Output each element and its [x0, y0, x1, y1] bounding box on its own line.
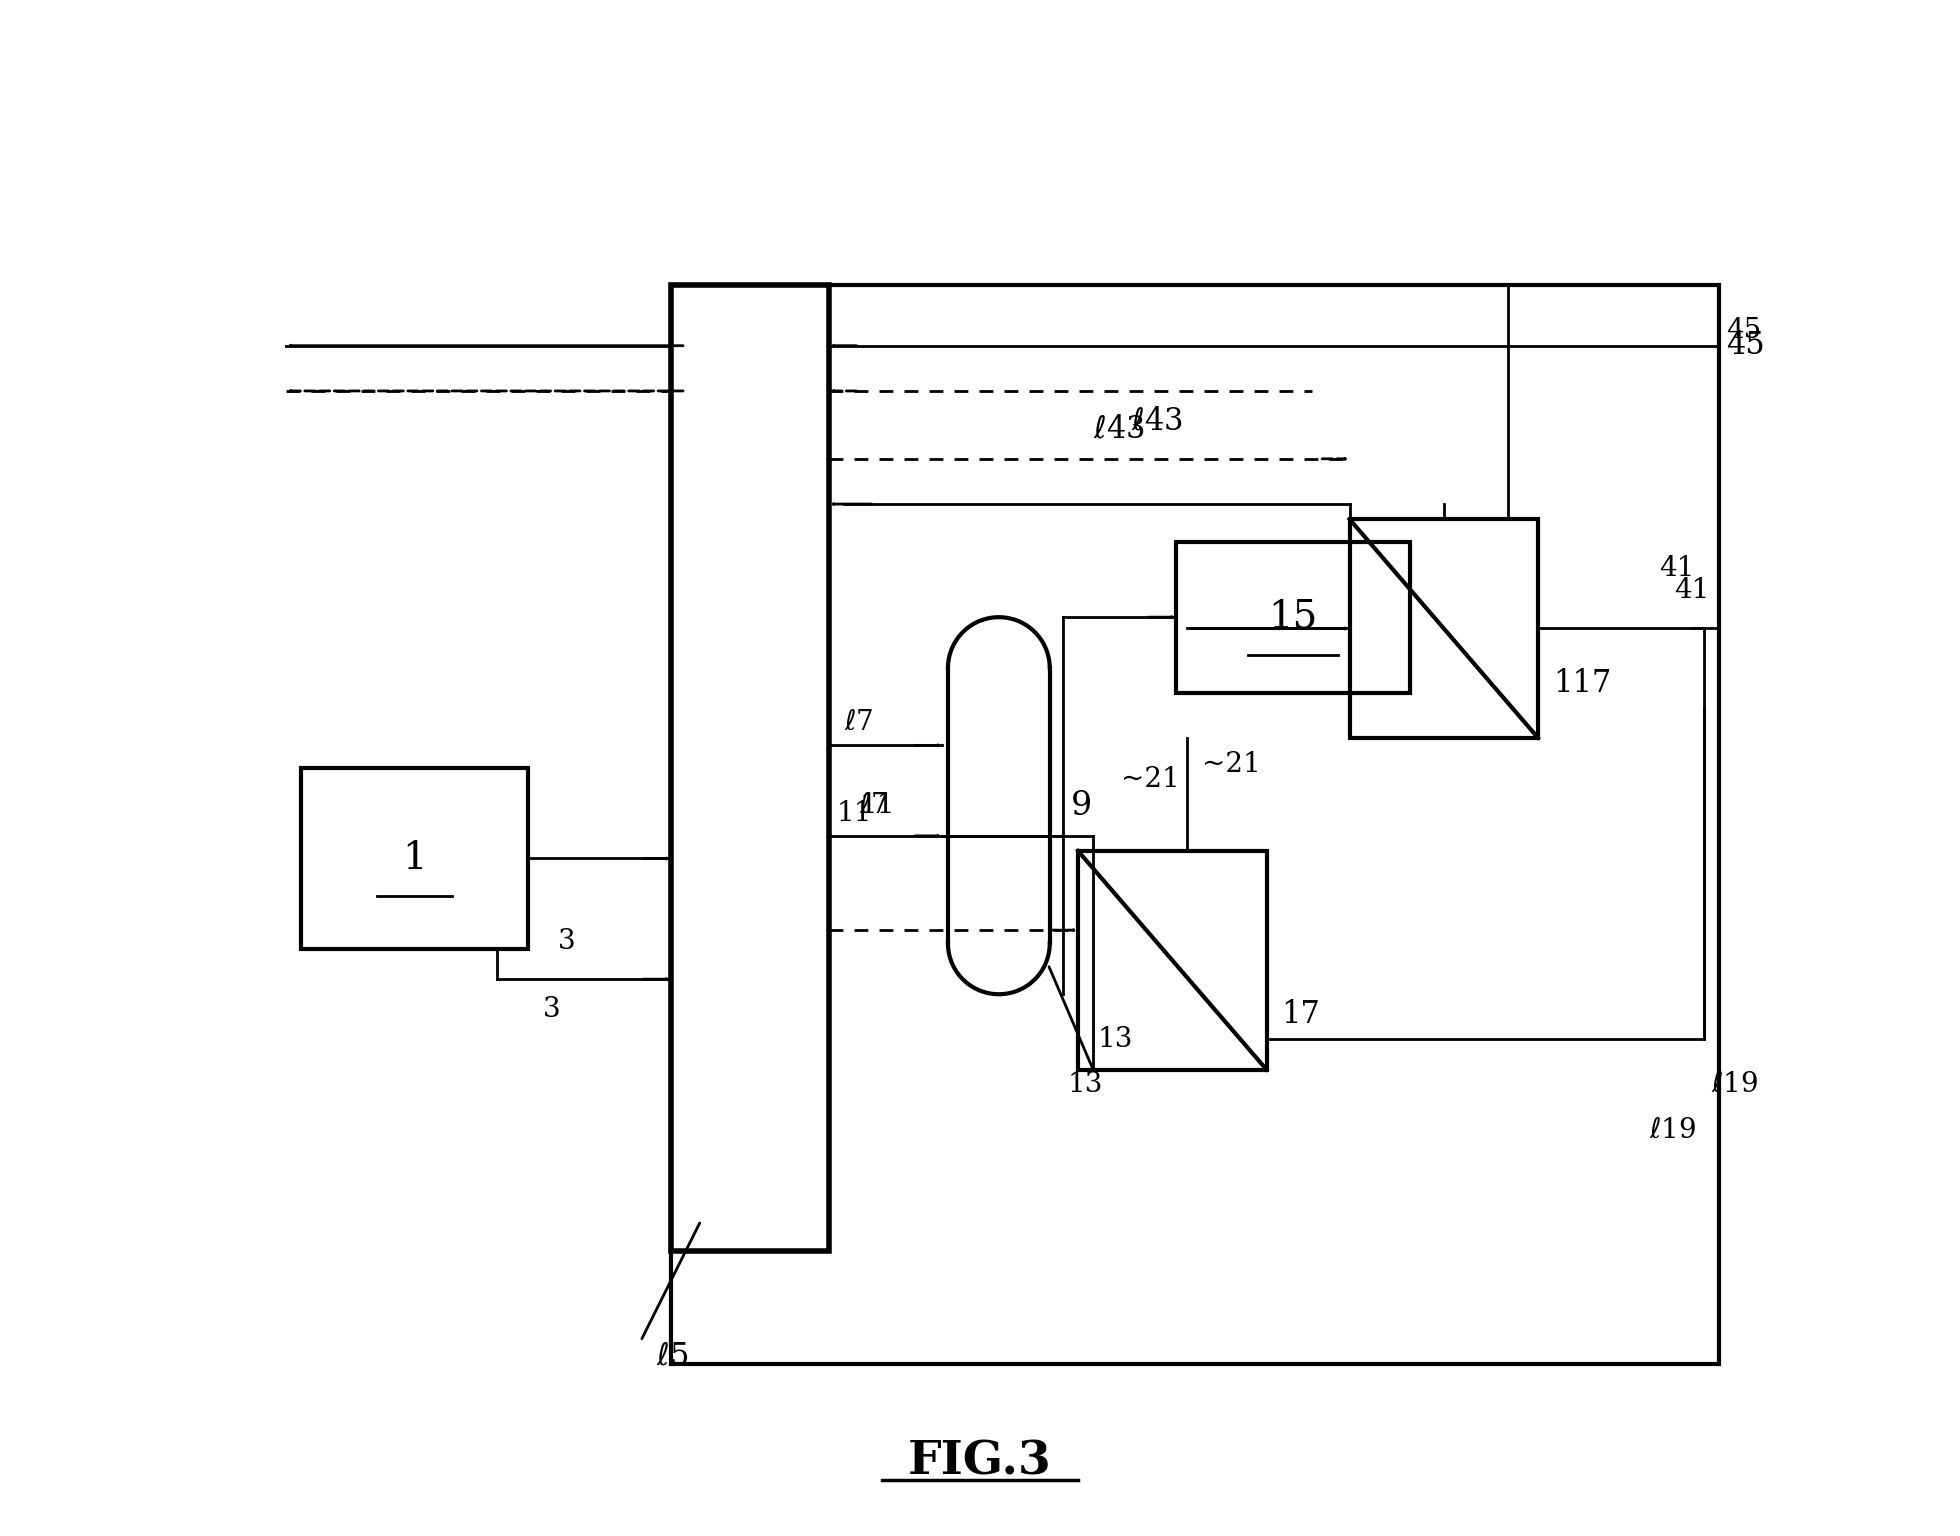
Text: $\it{\ell}$5: $\it{\ell}$5 — [657, 1341, 688, 1372]
Text: 1: 1 — [402, 840, 427, 877]
Text: 15: 15 — [1268, 599, 1317, 636]
Bar — [1078, 851, 1266, 1069]
Text: FIG.3: FIG.3 — [907, 1439, 1053, 1485]
Text: 45: 45 — [1727, 316, 1762, 344]
Bar — [670, 286, 829, 1250]
Text: 13: 13 — [1068, 1071, 1103, 1098]
Text: 9: 9 — [1070, 790, 1092, 822]
Bar — [1350, 519, 1539, 737]
Text: $\it{\ell}$7: $\it{\ell}$7 — [858, 793, 890, 819]
Text: 3: 3 — [543, 995, 561, 1023]
Text: 17: 17 — [1282, 1000, 1321, 1031]
Text: 11: 11 — [858, 793, 896, 819]
Text: 3: 3 — [559, 928, 576, 955]
Text: $\it{\ell}$7: $\it{\ell}$7 — [845, 710, 874, 736]
Text: $\it{\ell}$43: $\it{\ell}$43 — [1131, 406, 1182, 436]
Text: 11: 11 — [837, 800, 872, 826]
Text: 41: 41 — [1658, 554, 1693, 582]
Bar — [302, 768, 527, 949]
Text: 41: 41 — [1674, 578, 1709, 604]
Text: 45: 45 — [1727, 330, 1766, 361]
Text: ~21: ~21 — [1121, 766, 1180, 793]
Text: 117: 117 — [1552, 668, 1611, 699]
Text: $\it{\ell}$43: $\it{\ell}$43 — [1094, 413, 1145, 444]
Text: $\it{\ell}$19: $\it{\ell}$19 — [1648, 1117, 1697, 1143]
Text: 13: 13 — [1098, 1026, 1133, 1054]
Text: $\it{\ell}$19: $\it{\ell}$19 — [1711, 1071, 1758, 1098]
Bar — [1176, 542, 1409, 693]
Text: ~21: ~21 — [1203, 751, 1260, 777]
Bar — [670, 286, 1719, 1364]
